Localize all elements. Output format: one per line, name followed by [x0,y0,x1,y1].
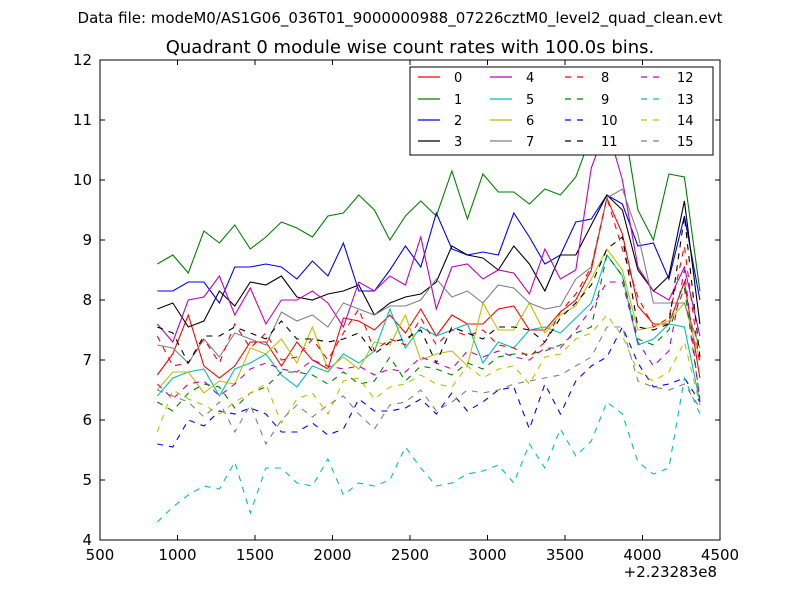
legend-label-13: 13 [677,93,694,108]
legend-label-6: 6 [526,114,534,129]
y-tick-label: 11 [73,111,92,129]
legend-label-14: 14 [677,114,694,129]
x-tick-label: 3500 [546,546,584,564]
x-tick-label: 500 [86,546,115,564]
x-tick-label: 4000 [623,546,661,564]
legend-label-2: 2 [454,114,462,129]
series-line-10 [157,325,701,448]
legend-label-3: 3 [454,135,462,150]
legend-label-9: 9 [601,93,609,108]
legend-label-12: 12 [677,71,694,86]
legend-label-4: 4 [526,71,534,86]
y-tick-label: 7 [82,351,92,369]
plot-lines [156,82,701,523]
y-tick-label: 4 [82,531,92,549]
series-line-6 [156,247,701,394]
y-tick-label: 12 [73,51,92,69]
chart-title: Quadrant 0 module wise count rates with … [166,37,655,58]
series-line-3 [157,194,701,328]
legend-label-10: 10 [601,114,618,129]
x-tick-label: 2000 [313,546,351,564]
legend-frame [409,66,714,156]
y-tick-label: 9 [82,231,92,249]
legend-label-15: 15 [677,135,694,150]
figure-suptitle: Data file: modeM0/AS1G06_036T01_90000009… [78,9,723,28]
legend-label-8: 8 [601,71,609,86]
legend-label-5: 5 [526,93,534,108]
series-line-13 [156,376,701,523]
x-tick-label: 1000 [158,546,196,564]
series-line-7 [157,188,701,364]
legend-label-7: 7 [526,135,534,150]
x-tick-label: 2500 [391,546,429,564]
legend-label-1: 1 [454,93,462,108]
y-tick-label: 5 [82,471,92,489]
x-axis: 500 1000 1500 2000 2500 3000 3500 4000 4500 [86,60,739,564]
x-offset-label: +2.23283e8 [624,563,717,581]
series-line-0 [156,196,701,379]
y-tick-label: 10 [73,171,92,189]
y-tick-label: 8 [82,291,92,309]
y-tick-label: 6 [82,411,92,429]
series-line-9 [157,253,701,412]
x-tick-label: 1500 [236,546,274,564]
series-line-8 [156,195,701,367]
x-tick-label: 4500 [701,546,739,564]
legend-label-0: 0 [454,71,462,86]
legend-label-11: 11 [601,135,618,150]
x-tick-label: 3000 [468,546,506,564]
series-line-15 [157,326,701,446]
